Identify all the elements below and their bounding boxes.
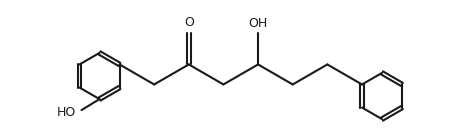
- Text: OH: OH: [248, 17, 268, 30]
- Text: O: O: [184, 16, 194, 29]
- Text: HO: HO: [57, 106, 76, 119]
